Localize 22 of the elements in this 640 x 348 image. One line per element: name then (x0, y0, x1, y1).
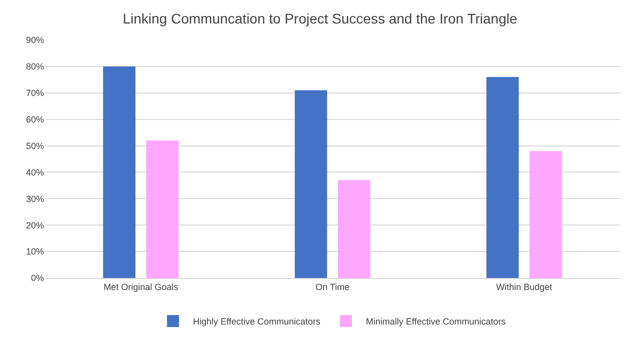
x-tick-label: Within Budget (496, 282, 553, 292)
y-tick-label: 0% (30, 273, 44, 284)
y-tick-label: 80% (26, 62, 44, 72)
bar (338, 180, 370, 278)
bar (146, 140, 179, 278)
legend-label: Minimally Effective Communicators (366, 316, 506, 327)
bar (294, 90, 328, 278)
y-tick-label: 70% (26, 88, 44, 98)
x-tick-label: Met Original Goals (104, 282, 179, 292)
y-tick-label: 20% (26, 220, 44, 230)
y-tick-label: 60% (26, 114, 44, 124)
y-tick-label: 50% (26, 140, 44, 151)
y-tick-label: 40% (26, 167, 44, 178)
legend-label: Highly Effective Communicators (193, 316, 321, 327)
y-tick-label: 10% (26, 246, 44, 257)
y-tick-label: 30% (26, 194, 44, 204)
bar (103, 66, 136, 278)
chart-title: Linking Communcation to Project Success and the Iron Triangle (122, 10, 518, 27)
x-tick-label: On Time (315, 282, 350, 292)
bar (530, 151, 562, 278)
bar (486, 77, 519, 278)
y-tick-label: 90% (26, 35, 44, 46)
